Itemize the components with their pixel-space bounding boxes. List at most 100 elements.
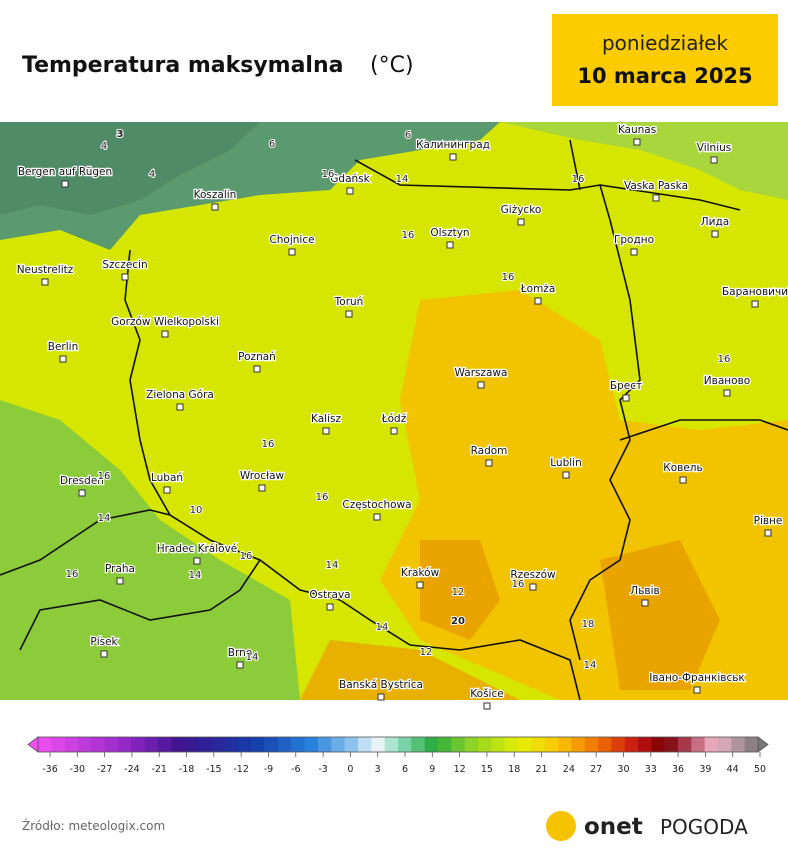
scale-swatch — [264, 737, 279, 752]
scale-swatch — [184, 737, 199, 752]
scale-swatch — [224, 737, 239, 752]
temperature-label: 12 — [420, 647, 433, 658]
temperature-label: 18 — [582, 619, 595, 630]
temperature-label: 14 — [396, 174, 409, 185]
scale-swatch — [304, 737, 319, 752]
city-marker — [253, 365, 261, 373]
scale-tick-label: 0 — [347, 764, 353, 775]
scale-swatch — [344, 737, 359, 752]
city-label: Bergen auf Rügen — [18, 166, 112, 178]
temperature-label: 14 — [246, 652, 259, 663]
city-marker — [373, 513, 381, 521]
scale-swatch — [638, 737, 652, 752]
scale-tick-label: -9 — [264, 764, 273, 775]
temperature-label: 6 — [405, 130, 411, 141]
temperature-label: 10 — [190, 505, 203, 516]
scale-swatch — [384, 737, 399, 752]
city-marker — [764, 529, 772, 537]
scale-tick-label: 30 — [617, 764, 629, 775]
scale-tick-label: 39 — [699, 764, 711, 775]
scale-swatch — [51, 737, 65, 752]
temperature-label: 3 — [117, 129, 124, 140]
scale-swatch — [744, 737, 759, 752]
scale-swatch — [278, 737, 292, 752]
scale-tick-label: 3 — [375, 764, 381, 775]
temperature-label: 16 — [66, 569, 79, 580]
city-label: Иваново — [704, 375, 750, 387]
city-marker — [163, 486, 171, 494]
city-marker — [236, 661, 244, 669]
date-box — [552, 14, 778, 106]
scale-swatch — [331, 737, 345, 752]
temperature-label: 14 — [376, 622, 389, 633]
city-label: Hradec Králové — [157, 543, 238, 555]
scale-swatch — [131, 737, 145, 752]
logo-dot — [546, 811, 576, 841]
north-east — [500, 122, 788, 200]
city-marker — [59, 355, 67, 363]
temperature-label: 14 — [189, 570, 202, 581]
city-marker — [449, 153, 457, 161]
city-label: Ostrava — [309, 589, 350, 601]
scale-tick-label: 33 — [645, 764, 657, 775]
south-warm — [300, 640, 520, 700]
city-label: Zielona Góra — [146, 389, 214, 401]
city-label: Brno — [228, 647, 252, 659]
scale-swatch — [624, 737, 639, 752]
city-marker — [161, 330, 169, 338]
city-marker — [483, 702, 491, 710]
city-label: Барановичи — [722, 286, 788, 298]
title-unit: (°C) — [370, 53, 414, 78]
scale-tick-label: -21 — [151, 764, 167, 775]
city-label: Калининград — [416, 139, 490, 151]
temperature-label: 16 — [402, 230, 415, 241]
scale-swatch — [291, 737, 305, 752]
temperature-label: 16 — [512, 579, 525, 590]
date: 10 marca 2025 — [577, 64, 752, 88]
city-label: Poznań — [238, 351, 276, 363]
city-label: Івано-Франківськ — [649, 672, 745, 684]
city-label: Neustrelitz — [17, 264, 74, 276]
city-label: Koszalin — [194, 189, 237, 201]
city-marker — [377, 693, 385, 701]
city-marker — [641, 599, 649, 607]
city-label: Praha — [105, 563, 135, 575]
scale-swatch — [544, 737, 559, 752]
scale-swatch — [571, 737, 585, 752]
scale-frame — [37, 736, 759, 753]
scale-tick-label: 24 — [563, 764, 575, 775]
scale-tick-label: -30 — [70, 764, 86, 775]
date-day: poniedziałek — [602, 31, 728, 55]
scale-swatch — [251, 737, 265, 752]
scale-arrow-right — [757, 736, 769, 753]
temperature-label: 16 — [718, 354, 731, 365]
city-marker — [193, 557, 201, 565]
city-marker — [61, 180, 69, 188]
city-marker — [390, 427, 398, 435]
city-label: Kalisz — [311, 413, 341, 425]
scale-tick-label: 15 — [481, 764, 493, 775]
scale-swatch — [158, 737, 172, 752]
scale-swatch — [211, 737, 225, 752]
city-marker — [529, 583, 537, 591]
scale-swatch — [171, 737, 185, 752]
city-label: Vilnius — [697, 142, 731, 154]
scale-swatch — [651, 737, 665, 752]
city-label: Giżycko — [501, 204, 542, 216]
city-label: Vaska Paska — [624, 180, 688, 192]
scale-swatch — [718, 737, 732, 752]
city-label: Львів — [630, 585, 659, 597]
city-marker — [116, 577, 124, 585]
scale-swatch — [318, 737, 332, 752]
scale-swatch — [38, 737, 52, 752]
city-marker — [693, 686, 701, 694]
city-label: Banská Bystrica — [339, 679, 423, 691]
scale-swatch — [611, 737, 625, 752]
scale-swatch — [78, 737, 92, 752]
south-west — [0, 400, 300, 700]
scale-swatch — [358, 737, 372, 752]
temperature-label: 16 — [240, 551, 253, 562]
city-marker — [517, 218, 525, 226]
color-scale: -36 -30 -27 -24 -21 -18 -15 -12 -9 -6 -3 0 3 6 9 12 15 18… — [27, 736, 769, 775]
